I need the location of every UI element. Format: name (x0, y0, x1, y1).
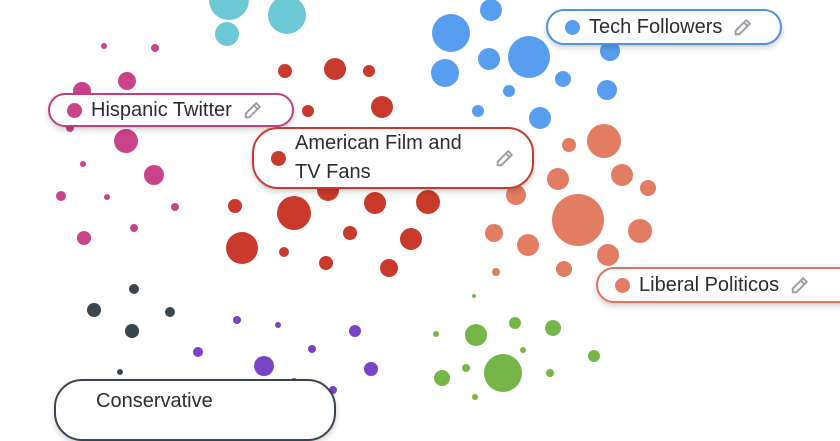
bubble-tech[interactable] (432, 14, 470, 52)
bubble-liberal[interactable] (485, 224, 503, 242)
bubble-green[interactable] (433, 331, 439, 337)
bubble-liberal[interactable] (517, 234, 539, 256)
bubble-cyan[interactable] (268, 0, 306, 34)
bubble-cyan[interactable] (215, 22, 239, 46)
bubble-hispanic[interactable] (56, 191, 66, 201)
bubble-green[interactable] (434, 370, 450, 386)
cluster-label-american-film-tv-fans[interactable]: American Film and TV Fans (252, 127, 534, 189)
bubble-liberal[interactable] (552, 194, 604, 246)
bubble-liberal[interactable] (587, 124, 621, 158)
bubble-purple[interactable] (349, 325, 361, 337)
cluster-label-text: American Film and TV Fans (295, 132, 462, 183)
bubble-film[interactable] (302, 105, 314, 117)
bubble-film[interactable] (364, 192, 386, 214)
bubble-film[interactable] (279, 247, 289, 257)
bubble-purple[interactable] (275, 322, 281, 328)
bubble-green[interactable] (472, 394, 478, 400)
bubble-liberal[interactable] (562, 138, 576, 152)
cluster-color-dot (565, 19, 580, 35)
bubble-film[interactable] (400, 228, 422, 250)
bubble-liberal[interactable] (556, 261, 572, 277)
bubble-film[interactable] (380, 259, 398, 277)
bubble-green[interactable] (545, 320, 561, 336)
bubble-hispanic[interactable] (80, 161, 86, 167)
bubble-conservative[interactable] (87, 303, 101, 317)
bubble-hispanic[interactable] (171, 203, 179, 211)
cluster-color-dot (271, 150, 286, 166)
bubble-green[interactable] (462, 364, 470, 372)
bubble-purple[interactable] (193, 347, 203, 357)
bubble-green[interactable] (588, 350, 600, 362)
bubble-green[interactable] (509, 317, 521, 329)
bubble-film[interactable] (343, 226, 357, 240)
bubble-liberal[interactable] (628, 219, 652, 243)
bubble-green[interactable] (465, 324, 487, 346)
bubble-conservative[interactable] (129, 284, 139, 294)
cluster-color-dot (615, 277, 630, 293)
bubble-purple[interactable] (329, 386, 337, 394)
bubble-purple[interactable] (364, 362, 378, 376)
bubble-hispanic[interactable] (114, 129, 138, 153)
cluster-label-text: Liberal Politicos (639, 273, 780, 296)
pencil-icon[interactable] (242, 99, 264, 121)
bubble-film[interactable] (363, 65, 375, 77)
bubble-purple[interactable] (254, 356, 274, 376)
bubble-film[interactable] (228, 199, 242, 213)
bubble-tech[interactable] (478, 48, 500, 70)
bubble-film[interactable] (277, 196, 311, 230)
bubble-hispanic[interactable] (77, 231, 91, 245)
bubble-hispanic[interactable] (144, 165, 164, 185)
bubble-hispanic[interactable] (151, 44, 159, 52)
pencil-icon[interactable] (789, 274, 811, 296)
cluster-label-text: Tech Followers (589, 15, 723, 38)
bubble-tech[interactable] (472, 105, 484, 117)
bubble-liberal[interactable] (506, 185, 526, 205)
bubble-film[interactable] (319, 256, 333, 270)
bubble-tech[interactable] (600, 41, 620, 61)
pencil-icon[interactable] (494, 147, 516, 169)
cluster-label-text: Conservative (96, 390, 213, 412)
cluster-color-dot (67, 102, 82, 118)
bubble-liberal[interactable] (492, 268, 500, 276)
bubble-tech[interactable] (529, 107, 551, 129)
bubble-cyan[interactable] (209, 0, 249, 20)
bubble-hispanic[interactable] (130, 224, 138, 232)
bubble-tech[interactable] (555, 71, 571, 87)
bubble-film[interactable] (324, 58, 346, 80)
bubble-tech[interactable] (431, 59, 459, 87)
cluster-label-hispanic-twitter[interactable]: Hispanic Twitter (48, 93, 294, 127)
bubble-green[interactable] (520, 347, 526, 353)
cluster-label-text: Hispanic Twitter (91, 98, 232, 121)
bubble-conservative[interactable] (117, 369, 123, 375)
bubble-hispanic[interactable] (118, 72, 136, 90)
bubble-tech[interactable] (597, 80, 617, 100)
bubble-purple[interactable] (233, 316, 241, 324)
bubble-purple[interactable] (308, 345, 316, 353)
pencil-icon[interactable] (732, 16, 754, 38)
bubble-liberal[interactable] (547, 168, 569, 190)
bubble-conservative[interactable] (125, 324, 139, 338)
bubble-tech[interactable] (480, 0, 502, 21)
bubble-hispanic[interactable] (66, 124, 74, 132)
bubble-liberal[interactable] (597, 244, 619, 266)
bubble-hispanic[interactable] (101, 43, 107, 49)
bubble-film[interactable] (226, 232, 258, 264)
bubble-cluster-map: Tech Followers Hispanic Twitter American… (48, 0, 840, 441)
bubble-tech[interactable] (503, 85, 515, 97)
bubble-film[interactable] (371, 96, 393, 118)
bubble-film[interactable] (278, 64, 292, 78)
bubble-tech[interactable] (508, 36, 550, 78)
bubble-film[interactable] (416, 190, 440, 214)
bubble-hispanic[interactable] (104, 194, 110, 200)
bubble-green[interactable] (546, 369, 554, 377)
bubble-green[interactable] (472, 294, 476, 298)
cluster-label-conservative[interactable]: Conservative (54, 379, 336, 441)
bubble-green[interactable] (484, 354, 522, 392)
cluster-label-liberal-politicos[interactable]: Liberal Politicos (596, 267, 840, 303)
bubble-conservative[interactable] (165, 307, 175, 317)
bubble-liberal[interactable] (640, 180, 656, 196)
cluster-label-tech-followers[interactable]: Tech Followers (546, 9, 782, 45)
bubble-liberal[interactable] (611, 164, 633, 186)
